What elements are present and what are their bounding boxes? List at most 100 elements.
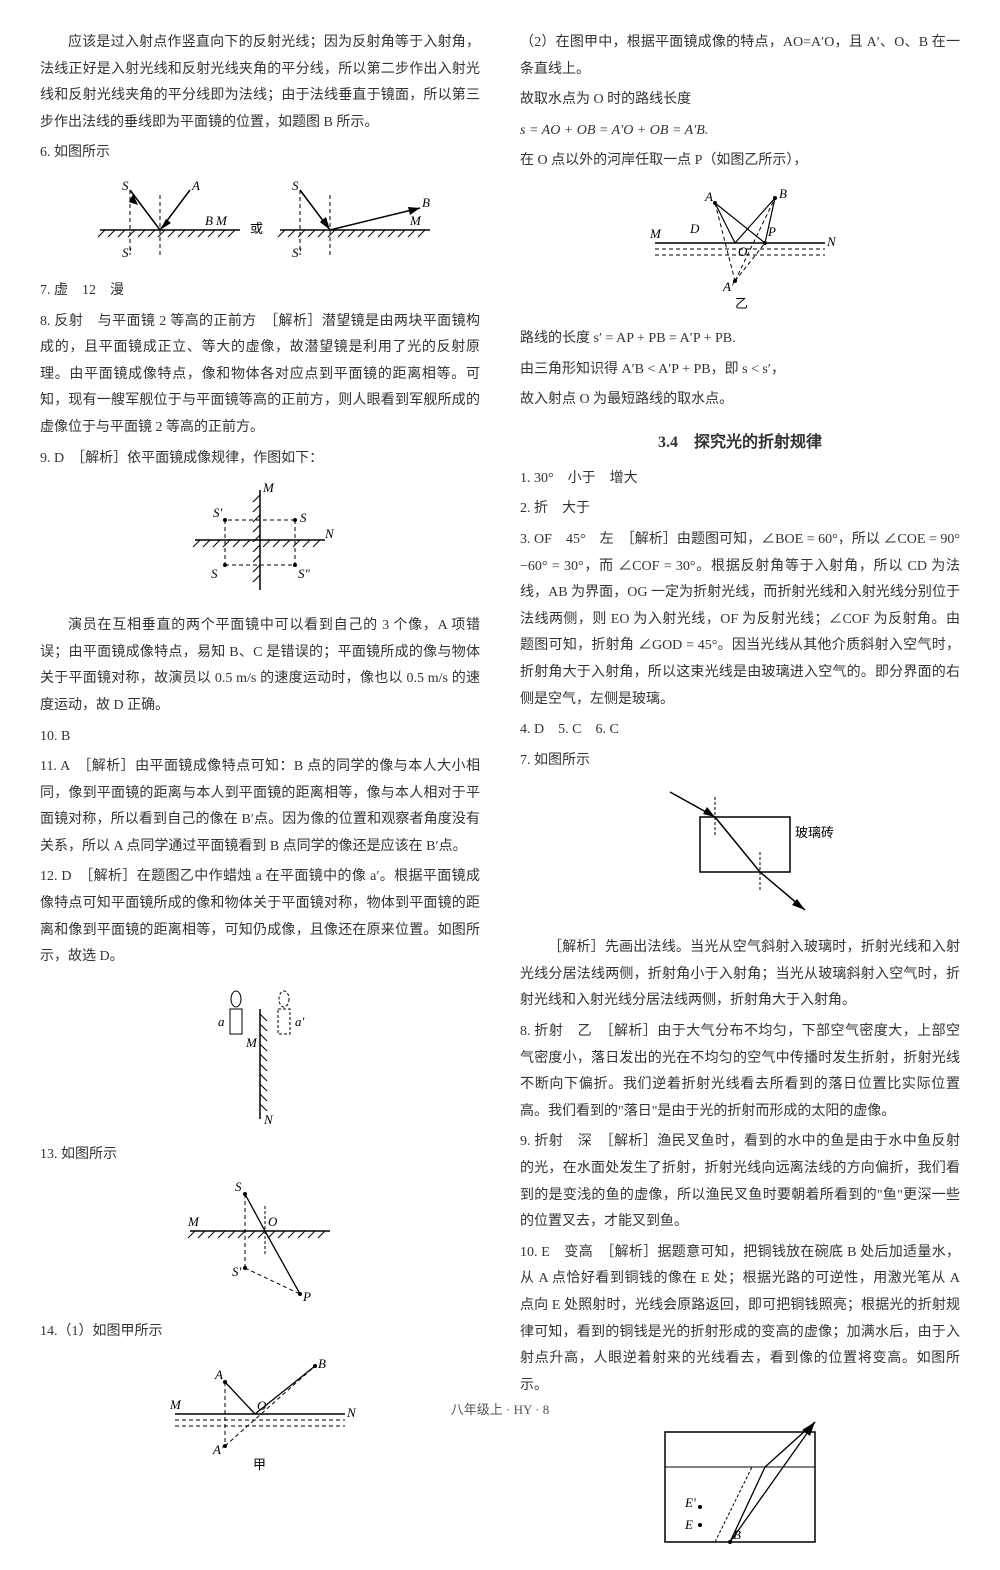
s456: 4. D 5. C 6. C bbox=[520, 717, 960, 744]
svg-text:B: B bbox=[205, 213, 213, 228]
s3-lead: 3. OF 45° 左 bbox=[520, 532, 628, 547]
fig-q14b: A B D P M N O A′ 乙 bbox=[520, 183, 960, 318]
intro-para: 应该是过入射点作竖直向下的反射光线；因为反射角等于入射角，法线正好是入射光线和反… bbox=[40, 30, 480, 136]
svg-q14b: A B D P M N O A′ 乙 bbox=[635, 183, 845, 313]
svg-text:M: M bbox=[215, 213, 228, 228]
svg-s7: 玻璃砖 bbox=[640, 782, 840, 922]
s8: 8. 折射 乙 ［解析］由于大气分布不均匀，下部空气密度大，上部空气密度小，落日… bbox=[520, 1019, 960, 1125]
svg-text:M: M bbox=[409, 213, 422, 228]
q8-lead: 8. 反射 与平面镜 2 等高的正前方 bbox=[40, 314, 271, 329]
s3-anal: ［解析］由题图可知，∠BOE = 60°，所以 ∠COE = 90°−60° =… bbox=[520, 532, 960, 707]
svg-text:甲: 甲 bbox=[253, 1457, 266, 1472]
svg-text:M: M bbox=[262, 480, 275, 495]
section-title: 3.4 探究光的折射规律 bbox=[520, 428, 960, 452]
page-footer: 八年级上 · HY · 8 bbox=[0, 1399, 1000, 1418]
s10: 10. E 变高 ［解析］据题意可知，把铜钱放在碗底 B 处后加适量水，从 A … bbox=[520, 1240, 960, 1400]
svg-text:或: 或 bbox=[250, 221, 263, 236]
q6: 6. 如图所示 bbox=[40, 140, 480, 167]
q12-lead: 12. D bbox=[40, 869, 86, 884]
left-column: 应该是过入射点作竖直向下的反射光线；因为反射角等于入射角，法线正好是入射光线和反… bbox=[40, 30, 480, 1570]
svg-s10: E′ E B bbox=[640, 1407, 840, 1557]
r-p1: （2）在图甲中，根据平面镜成像的特点，AO=A′O，且 A′、O、B 在一条直线… bbox=[520, 30, 960, 83]
r-p2: 故取水点为 O 时的路线长度 bbox=[520, 87, 960, 114]
svg-text:B: B bbox=[318, 1356, 326, 1371]
fig-q9: M S S′ N S S″ bbox=[40, 480, 480, 605]
svg-text:S′: S′ bbox=[292, 245, 302, 260]
right-column: （2）在图甲中，根据平面镜成像的特点，AO=A′O，且 A′、O、B 在一条直线… bbox=[520, 30, 960, 1570]
q9: 9. D ［解析］依平面镜成像规律，作图如下： bbox=[40, 446, 480, 473]
svg-text:S: S bbox=[300, 510, 307, 525]
q14: 14.（1）如图甲所示 bbox=[40, 1319, 480, 1346]
svg-q13: S M O S′ P bbox=[170, 1176, 350, 1306]
svg-text:A: A bbox=[704, 189, 713, 204]
svg-q12: a a′ M N bbox=[180, 979, 340, 1129]
svg-text:A: A bbox=[214, 1367, 223, 1382]
s7: 7. 如图所示 bbox=[520, 748, 960, 775]
svg-text:O: O bbox=[738, 244, 748, 259]
svg-text:P: P bbox=[302, 1289, 311, 1304]
s7-anal: ［解析］先画出法线。当光从空气斜射入玻璃时，折射光线和入射光线分居法线两侧，折射… bbox=[520, 935, 960, 1015]
svg-text:S′: S′ bbox=[122, 245, 132, 260]
r-p3: s = AO + OB = A′O + OB = A′B. bbox=[520, 118, 960, 145]
r-p5: 路线的长度 s′ = AP + PB = A′P + PB. bbox=[520, 326, 960, 353]
fig-q12: a a′ M N bbox=[40, 979, 480, 1134]
q11-lead: 11. A bbox=[40, 759, 84, 774]
q12: 12. D ［解析］在题图乙中作蜡烛 a 在平面镜中的像 a′。根据平面镜成像特… bbox=[40, 864, 480, 970]
svg-text:S′: S′ bbox=[232, 1264, 242, 1279]
q12-anal: ［解析］在题图乙中作蜡烛 a 在平面镜中的像 a′。根据平面镜成像特点可知平面镜… bbox=[40, 869, 480, 964]
svg-text:N: N bbox=[263, 1112, 274, 1127]
s9-lead: 9. 折射 深 bbox=[520, 1134, 607, 1149]
svg-text:a: a bbox=[218, 1014, 225, 1029]
q8: 8. 反射 与平面镜 2 等高的正前方 ［解析］潜望镜是由两块平面镜构成的，且平… bbox=[40, 309, 480, 442]
svg-text:B: B bbox=[733, 1527, 741, 1542]
svg-text:S: S bbox=[235, 1179, 242, 1194]
svg-text:a′: a′ bbox=[295, 1014, 305, 1029]
s8-lead: 8. 折射 乙 bbox=[520, 1024, 607, 1039]
svg-text:D: D bbox=[689, 221, 700, 236]
svg-q9: M S S′ N S S″ bbox=[175, 480, 345, 600]
svg-text:S″: S″ bbox=[298, 566, 311, 581]
q11: 11. A ［解析］由平面镜成像特点可知：B 点的同学的像与本人大小相同，像到平… bbox=[40, 754, 480, 860]
q8-anal: ［解析］潜望镜是由两块平面镜构成的，且平面镜成正立、等大的虚像，故潜望镜是利用了… bbox=[40, 314, 480, 435]
svg-text:S: S bbox=[292, 178, 299, 193]
svg-text:O: O bbox=[268, 1214, 278, 1229]
page-columns: 应该是过入射点作竖直向下的反射光线；因为反射角等于入射角，法线正好是入射光线和反… bbox=[40, 30, 960, 1570]
svg-text:B: B bbox=[779, 186, 787, 201]
svg-text:S: S bbox=[211, 566, 218, 581]
svg-text:P: P bbox=[767, 224, 776, 239]
q10: 10. B bbox=[40, 724, 480, 751]
s3: 3. OF 45° 左 ［解析］由题图可知，∠BOE = 60°，所以 ∠COE… bbox=[520, 527, 960, 713]
svg-text:玻璃砖: 玻璃砖 bbox=[795, 825, 834, 840]
fig-s10: E′ E B bbox=[520, 1407, 960, 1562]
fig-s7: 玻璃砖 bbox=[520, 782, 960, 927]
q11-anal: ［解析］由平面镜成像特点可知：B 点的同学的像与本人大小相同，像到平面镜的距离与… bbox=[40, 759, 480, 854]
svg-text:N: N bbox=[826, 234, 837, 249]
q13: 13. 如图所示 bbox=[40, 1142, 480, 1169]
s1: 1. 30° 小于 增大 bbox=[520, 466, 960, 493]
q9-lead: 9. D bbox=[40, 451, 78, 466]
svg-text:E: E bbox=[684, 1517, 693, 1532]
fig-q13: S M O S′ P bbox=[40, 1176, 480, 1311]
r-p6: 由三角形知识得 A′B < A′P + PB，即 s < s′， bbox=[520, 357, 960, 384]
svg-text:A: A bbox=[191, 178, 200, 193]
q9-body: 演员在互相垂直的两个平面镜中可以看到自己的 3 个像，A 项错误；由平面镜成像特… bbox=[40, 613, 480, 719]
r-p4: 在 O 点以外的河岸任取一点 P（如图乙所示）， bbox=[520, 148, 960, 175]
s10-lead: 10. E 变高 bbox=[520, 1245, 607, 1260]
svg-text:M: M bbox=[649, 226, 662, 241]
s2: 2. 折 大于 bbox=[520, 496, 960, 523]
svg-text:N: N bbox=[324, 526, 335, 541]
svg-text:B: B bbox=[422, 195, 430, 210]
svg-text:M: M bbox=[187, 1214, 200, 1229]
fig-q6: S A B M S′ 或 bbox=[40, 175, 480, 270]
s9: 9. 折射 深 ［解析］渔民叉鱼时，看到的水中的鱼是由于水中鱼反射的光，在水面处… bbox=[520, 1129, 960, 1235]
svg-text:A′: A′ bbox=[212, 1442, 224, 1457]
q7: 7. 虚 12 漫 bbox=[40, 278, 480, 305]
s10-anal: ［解析］据题意可知，把铜钱放在碗底 B 处后加适量水，从 A 点恰好看到铜钱的像… bbox=[520, 1245, 960, 1393]
q9-anal: ［解析］依平面镜成像规律，作图如下： bbox=[78, 451, 323, 466]
svg-text:E′: E′ bbox=[684, 1495, 696, 1510]
svg-text:乙: 乙 bbox=[735, 296, 748, 311]
svg-text:S: S bbox=[122, 178, 129, 193]
svg-text:A′: A′ bbox=[722, 279, 734, 294]
svg-text:M: M bbox=[245, 1035, 258, 1050]
svg-text:S′: S′ bbox=[213, 505, 223, 520]
